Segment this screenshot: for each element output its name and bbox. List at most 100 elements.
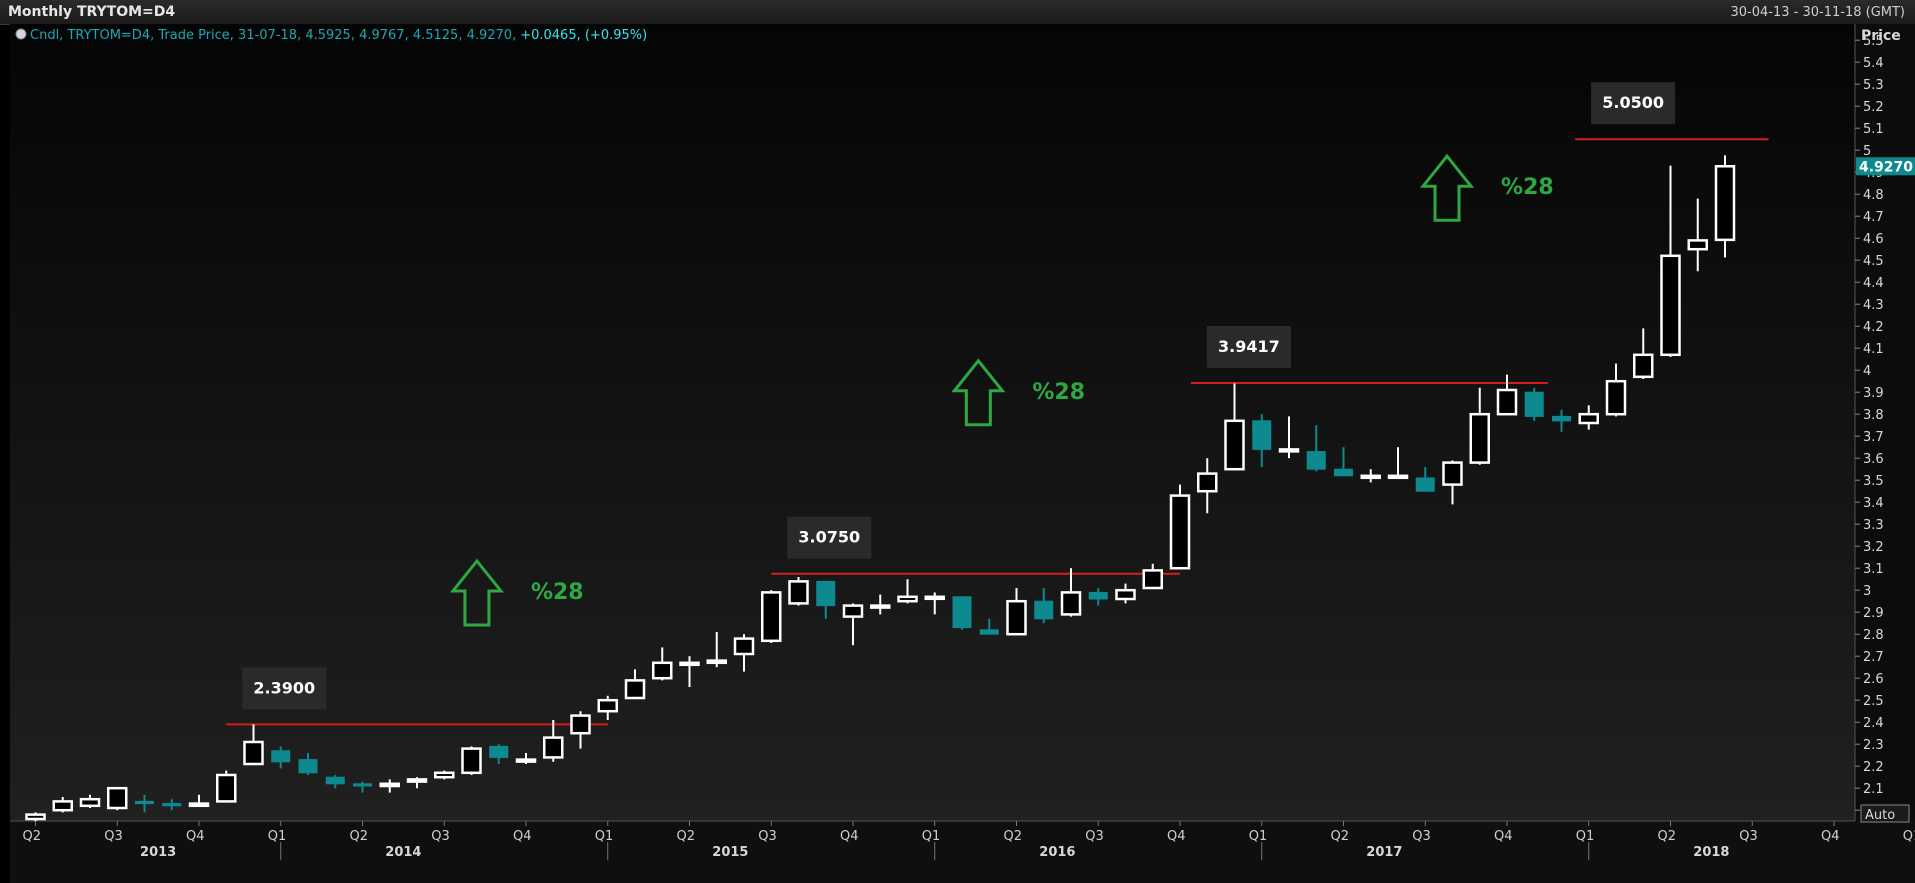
candle-body-up	[515, 758, 537, 763]
year-label: 2018	[1693, 845, 1729, 860]
candle-body-down	[1088, 591, 1108, 600]
candle	[271, 746, 291, 769]
quarter-label: Q4	[513, 829, 532, 844]
candle	[1252, 414, 1272, 467]
y-tick-label: 5.4	[1863, 56, 1884, 71]
candle-body-up	[1387, 474, 1409, 480]
candle	[597, 695, 618, 720]
y-tick-label: 2.2	[1863, 760, 1884, 775]
candle	[1469, 387, 1490, 465]
year-label: 2014	[385, 845, 421, 860]
candle	[1415, 467, 1435, 492]
candle	[870, 594, 891, 615]
candle-body-up	[1496, 388, 1518, 416]
legend-change: +0.0465, (+0.95%)	[520, 28, 647, 43]
candle-body-up	[1633, 353, 1654, 379]
level-label: 3.0750	[798, 528, 860, 547]
annotation-label: %28	[1032, 380, 1085, 405]
candle	[25, 812, 46, 822]
y-tick-label: 4.1	[1863, 342, 1884, 357]
candle-body-up	[1006, 599, 1027, 636]
y-tick-label: 4.7	[1863, 210, 1884, 225]
candle-body-up	[897, 595, 918, 603]
quarter-label: Q3	[1739, 829, 1758, 844]
auto-scale-label: Auto	[1865, 808, 1895, 823]
annotations: %28 %28 %28	[449, 153, 1554, 627]
y-tick-label: 2.3	[1863, 738, 1884, 753]
y-tick-label: 5.2	[1863, 100, 1884, 115]
candle	[788, 577, 809, 606]
candle-body-down	[952, 596, 972, 629]
candle-body-up	[243, 740, 264, 766]
candle	[1088, 588, 1108, 606]
y-tick-label: 3.8	[1863, 408, 1884, 423]
candle-body-up	[679, 661, 700, 667]
candle	[679, 656, 700, 687]
price-axis: Price22.12.22.32.42.52.62.72.82.933.13.2…	[1855, 28, 1915, 823]
y-tick-label: 2.7	[1863, 650, 1884, 665]
candle	[1660, 165, 1681, 357]
quarter-label: Q2	[350, 829, 369, 844]
y-tick-label: 3.1	[1863, 562, 1884, 577]
candle	[1578, 405, 1599, 430]
candle	[1034, 588, 1054, 624]
candle	[52, 797, 73, 813]
candle-body-up	[1687, 239, 1708, 251]
y-tick-label: 3	[1863, 584, 1871, 599]
candle-body-down	[979, 629, 999, 635]
annotation-label: %28	[1501, 175, 1554, 200]
candle	[733, 634, 755, 672]
candle-body-up	[1660, 254, 1681, 357]
up-arrow-icon	[951, 358, 1006, 427]
candle-body-up	[216, 773, 237, 803]
candle	[298, 753, 318, 775]
candle	[897, 579, 918, 604]
candle	[461, 746, 482, 775]
quarter-label: Q2	[1331, 829, 1350, 844]
candle-body-up	[1360, 474, 1381, 480]
candle	[1115, 583, 1136, 604]
candle-body-up	[25, 813, 46, 821]
level-label-box	[1591, 82, 1676, 125]
auto-scale-button[interactable]	[1860, 804, 1910, 823]
quarter-label: Q3	[104, 829, 123, 844]
quarter-label: Q4	[1167, 829, 1186, 844]
candle	[624, 669, 646, 700]
y-tick-label: 5	[1863, 144, 1871, 159]
candle	[434, 770, 455, 780]
candle	[570, 711, 591, 749]
candle	[816, 580, 836, 619]
candle	[489, 744, 509, 764]
level-label-box	[787, 516, 872, 559]
year-label: 2015	[712, 845, 748, 860]
y-tick-label: 5.1	[1863, 122, 1884, 137]
legend-text: Cndl, TRYTOM=D4, Trade Price, 31-07-18, …	[30, 28, 516, 43]
candle-body-up	[1278, 448, 1300, 453]
level-label: 3.9417	[1218, 337, 1280, 356]
y-tick-label: 3.3	[1863, 518, 1884, 533]
level-label: 5.0500	[1602, 93, 1664, 112]
candle-body-down	[298, 759, 318, 774]
candle-body-up	[924, 595, 945, 601]
candle-body-down	[162, 803, 182, 807]
candle	[1060, 568, 1082, 617]
quarter-label: Q3	[1412, 829, 1431, 844]
candle-body-down	[1552, 415, 1571, 422]
up-arrow-icon	[449, 558, 505, 627]
quarter-label: Q2	[677, 829, 696, 844]
chart-legend-icon[interactable]	[15, 28, 27, 40]
candle	[1633, 328, 1654, 379]
candle-body-up	[379, 782, 400, 788]
candle-body-up	[1142, 569, 1163, 590]
y-tick-label: 3.7	[1863, 430, 1884, 445]
candle	[243, 724, 264, 766]
candle	[1442, 460, 1463, 505]
candle-body-down	[135, 800, 154, 805]
quarter-label: Q4	[186, 829, 205, 844]
candle	[216, 770, 237, 803]
candle-body-up	[107, 786, 128, 810]
candle	[188, 794, 210, 808]
svg-text:Cndl, TRYTOM=D4, Trade Price,: Cndl, TRYTOM=D4, Trade Price, 31-07-18, …	[30, 28, 647, 43]
